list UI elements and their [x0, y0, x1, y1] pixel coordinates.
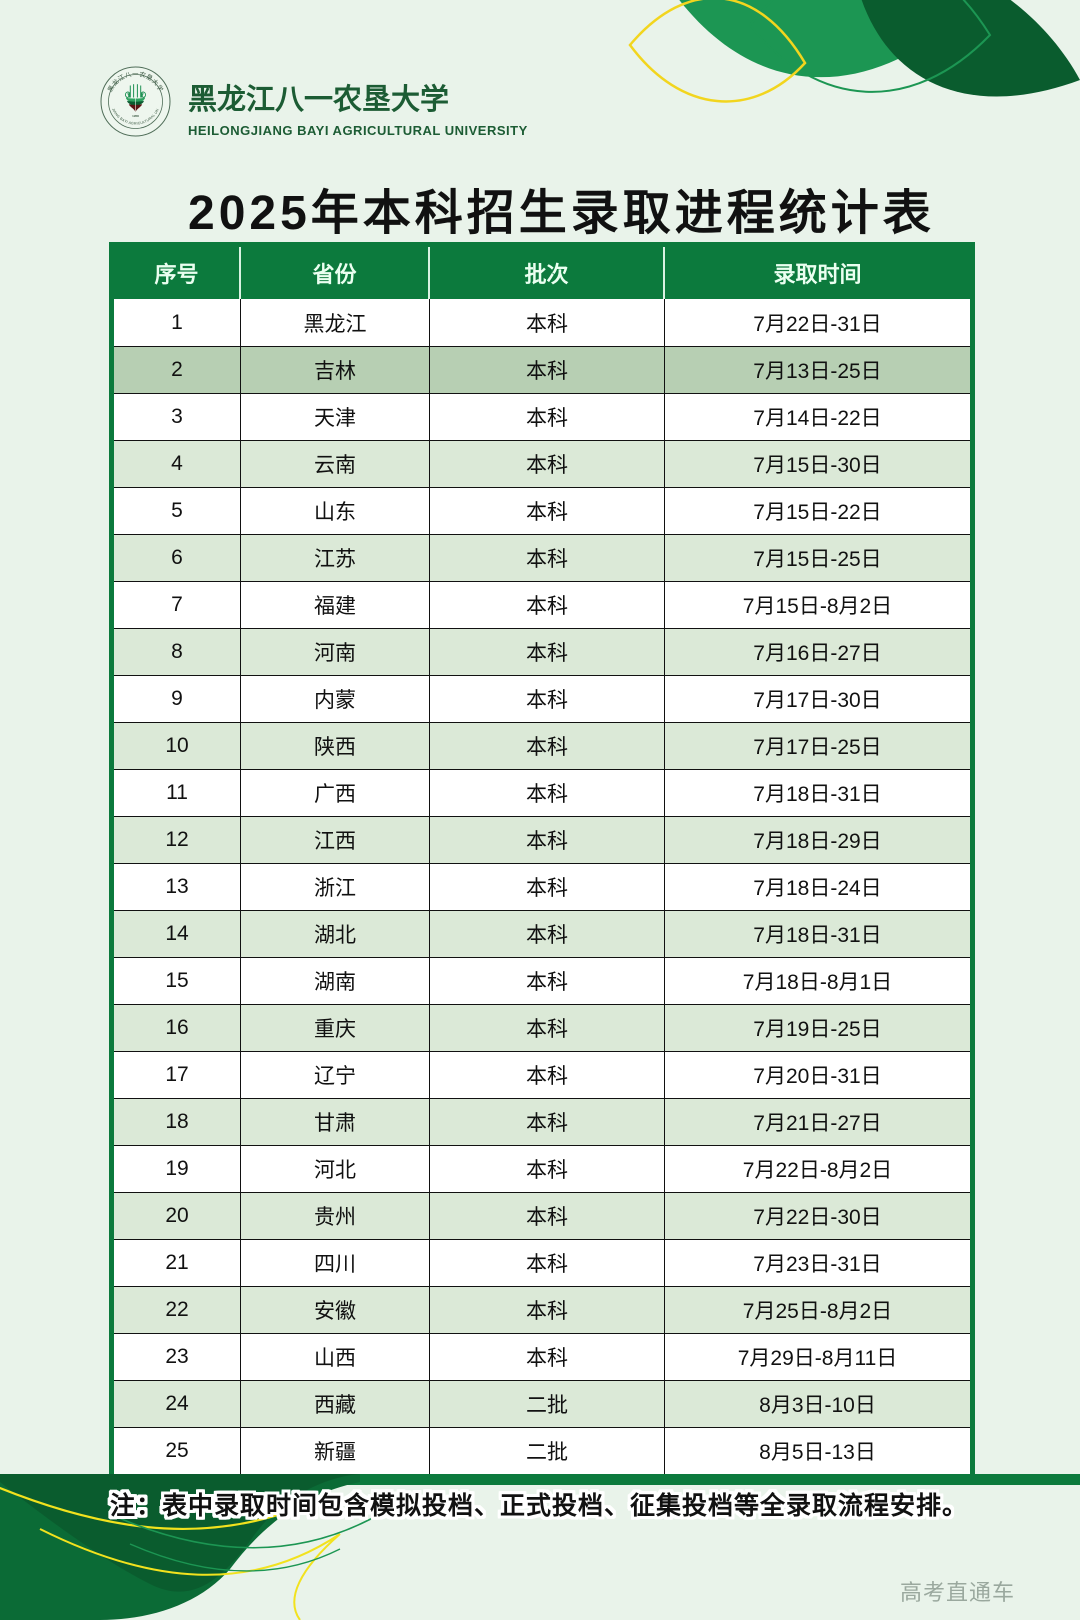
svg-text:1958: 1958: [132, 114, 139, 118]
